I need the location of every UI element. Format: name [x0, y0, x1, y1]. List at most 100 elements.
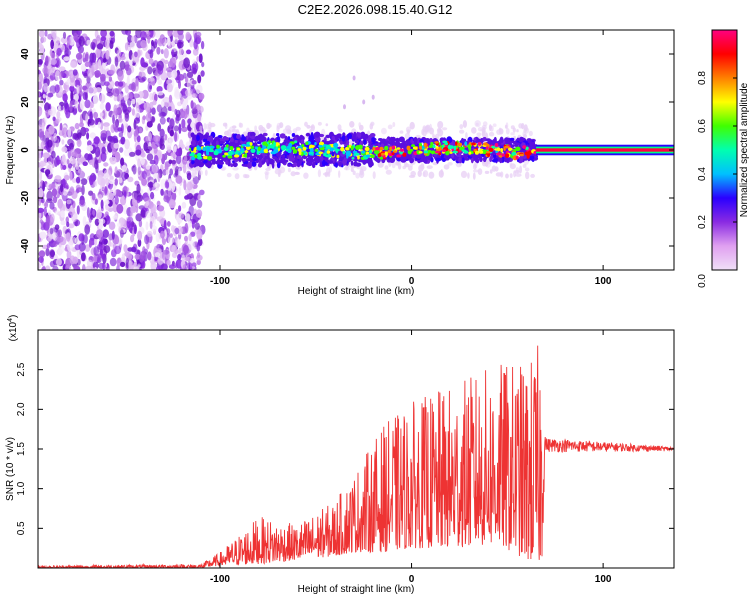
halo-blob: [460, 170, 468, 178]
noise-blob: [86, 132, 90, 140]
noise-blob: [117, 70, 124, 82]
noise-blob: [175, 208, 179, 215]
noise-blob: [82, 85, 87, 91]
noise-blob: [104, 39, 110, 49]
noise-blob: [60, 104, 64, 111]
band-core: [205, 149, 211, 153]
band-core: [496, 152, 502, 156]
noise-blob: [49, 227, 54, 235]
snr-x-axis-label: Height of straight line (km): [298, 584, 415, 595]
noise-blob: [174, 131, 178, 143]
band-blob: [276, 133, 280, 137]
noise-blob: [41, 244, 49, 250]
noise-blob: [74, 122, 80, 130]
band-core: [423, 142, 427, 148]
noise-blob: [146, 153, 154, 161]
halo-blob: [246, 127, 250, 133]
noise-blob: [38, 188, 44, 198]
noise-blob: [93, 246, 99, 256]
noise-blob: [38, 69, 41, 75]
band-blob: [415, 154, 422, 159]
noise-blob: [112, 121, 119, 131]
noise-blob: [64, 265, 71, 270]
band-core: [370, 154, 375, 158]
band-core: [483, 142, 488, 146]
band-blob: [218, 140, 225, 144]
halo-blob: [221, 167, 226, 171]
band-blob: [314, 131, 321, 138]
noise-blob: [156, 200, 161, 207]
noise-blob: [121, 253, 126, 262]
noise-blob: [181, 201, 187, 209]
noise-blob: [56, 47, 62, 57]
noise-blob: [148, 30, 154, 38]
band-blob: [247, 161, 253, 169]
noise-blob: [45, 169, 51, 176]
noise-blob: [52, 116, 56, 122]
noise-blob: [47, 108, 53, 116]
noise-blob: [159, 116, 166, 125]
halo-blob: [417, 170, 422, 178]
band-core: [305, 141, 309, 145]
noise-blob: [125, 257, 130, 269]
noise-blob: [52, 241, 58, 247]
noise-blob: [116, 203, 124, 214]
noise-blob: [80, 178, 88, 186]
noise-blob: [154, 38, 158, 46]
band-blob: [232, 162, 238, 168]
noise-blob: [99, 102, 105, 110]
noise-blob: [149, 101, 154, 109]
noise-blob: [62, 93, 68, 102]
band-core: [350, 145, 354, 151]
noise-blob: [169, 233, 173, 238]
halo-blob: [224, 122, 228, 129]
noise-blob: [76, 30, 82, 36]
noise-blob: [50, 39, 55, 50]
band-core: [209, 145, 215, 149]
halo-blob: [369, 123, 374, 130]
noise-blob: [156, 86, 163, 93]
band-core: [306, 148, 311, 152]
halo-blob: [232, 167, 239, 171]
halo-blob: [521, 125, 524, 129]
halo-blob: [385, 169, 392, 175]
band-blob: [371, 136, 376, 143]
band-blob: [354, 139, 359, 144]
noise-blob: [89, 52, 95, 63]
noise-blob: [100, 36, 107, 42]
halo-blob: [492, 123, 497, 127]
noise-blob: [103, 162, 109, 167]
noise-blob: [53, 132, 57, 142]
halo-blob: [190, 167, 194, 172]
band-blob: [296, 160, 302, 167]
noise-blob: [169, 57, 176, 68]
halo-blob: [304, 121, 308, 127]
y-tick-label: 40: [20, 48, 31, 60]
halo-blob: [238, 122, 242, 128]
halo-blob: [489, 169, 493, 174]
band-core: [435, 146, 439, 149]
noise-blob: [83, 72, 88, 79]
band-core: [340, 146, 345, 152]
noise-blob: [123, 95, 128, 102]
noise-blob: [126, 216, 134, 225]
noise-blob: [134, 117, 140, 124]
band-core: [487, 152, 491, 158]
band-blob: [279, 133, 286, 139]
noise-blob: [127, 176, 134, 183]
band-blob: [424, 138, 430, 145]
halo-blob: [226, 172, 232, 178]
noise-blob: [160, 263, 168, 270]
noise-blob: [181, 118, 186, 129]
noise-blob: [173, 145, 177, 153]
noise-blob: [40, 161, 47, 167]
band-core: [245, 144, 251, 147]
noise-blob: [174, 249, 179, 255]
band-blob: [522, 154, 527, 159]
band-blob: [490, 154, 494, 160]
noise-blob: [86, 259, 93, 268]
band-core: [196, 145, 200, 151]
band-core: [364, 146, 370, 152]
band-blob: [196, 161, 203, 166]
